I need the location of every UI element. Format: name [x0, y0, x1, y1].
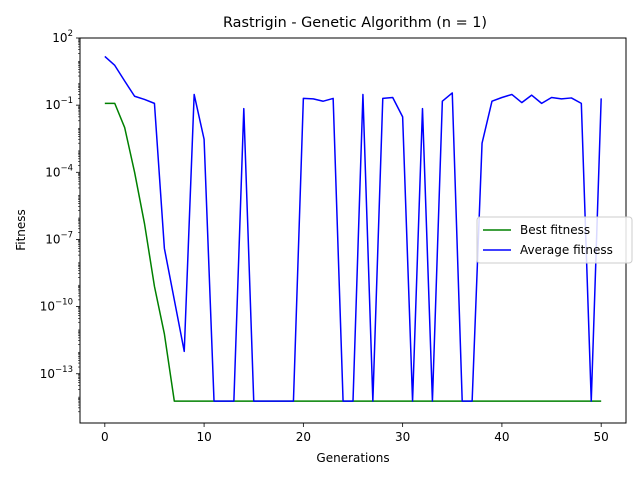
chart-title: Rastrigin - Genetic Algorithm (n = 1)	[223, 15, 487, 31]
legend-label-0: Best fitness	[520, 223, 590, 237]
y-axis-label: Fitness	[14, 209, 28, 251]
x-tick-label: 40	[494, 430, 509, 444]
y-axis: 102 10−1 10−4 10−7 10−10 10−13	[40, 29, 80, 413]
legend: Best fitness Average fitness	[476, 216, 633, 264]
plot-area	[104, 55, 602, 402]
y-tick-label: 10−7	[45, 230, 73, 246]
x-tick-label: 20	[296, 430, 311, 444]
y-tick-label: 10−10	[40, 298, 73, 314]
x-tick-label: 50	[594, 430, 609, 444]
x-axis: 0 10 20 30 40 50	[101, 423, 609, 444]
x-tick-label: 30	[395, 430, 410, 444]
x-tick-label: 0	[101, 430, 109, 444]
x-tick-label: 10	[196, 430, 211, 444]
y-tick-label: 102	[52, 29, 73, 45]
y-tick-label: 10−13	[40, 365, 73, 381]
y-tick-label: 10−4	[45, 163, 73, 179]
legend-label-1: Average fitness	[520, 243, 613, 257]
x-axis-label: Generations	[316, 451, 389, 465]
legend-box	[476, 216, 633, 264]
series-line-1	[104, 55, 602, 402]
y-tick-label: 10−1	[45, 96, 73, 112]
